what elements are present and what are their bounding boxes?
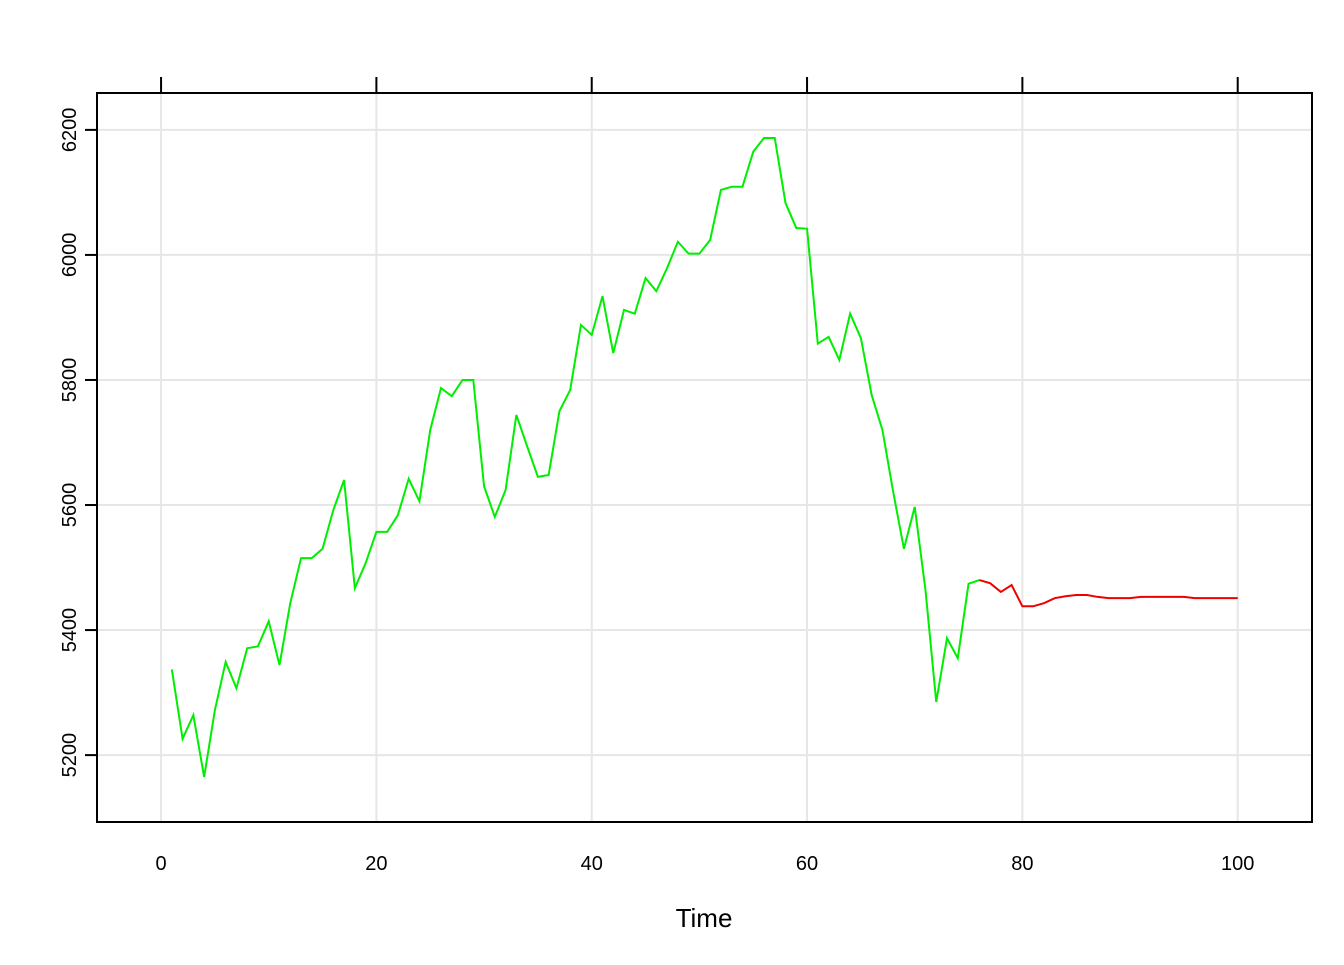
y-tick-label: 5600 [59,483,81,528]
y-tick-label: 6200 [59,108,81,153]
x-axis-label: Time [676,903,733,933]
series-line [170,137,980,778]
x-tick-label: 100 [1221,853,1254,875]
x-tick-label: 40 [581,853,603,875]
y-tick-label: 5400 [59,608,81,653]
x-tick-label: 20 [365,853,387,875]
x-tick-label: 0 [155,853,166,875]
plot-frame [96,92,1313,823]
x-tick-label: 60 [796,853,818,875]
x-tick-label: 80 [1011,853,1033,875]
y-tick-label: 5800 [59,358,81,403]
y-tick-label: 6000 [59,233,81,278]
series-line [979,579,1238,608]
y-tick-label: 5200 [59,733,81,778]
